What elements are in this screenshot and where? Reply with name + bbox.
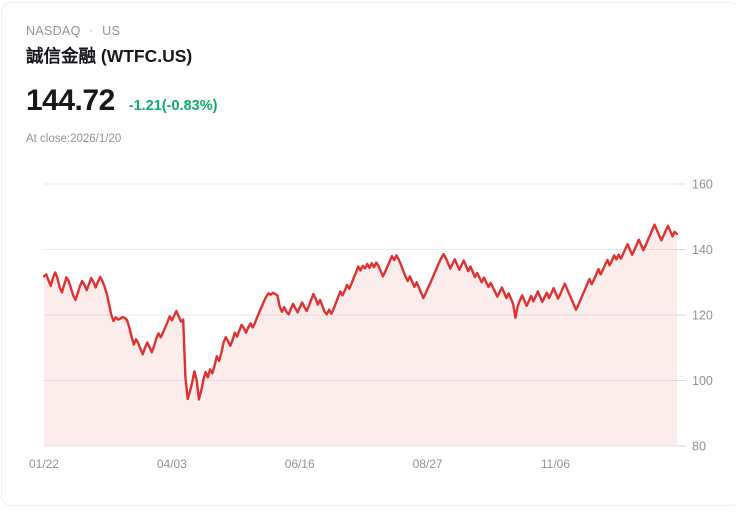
y-axis-tick-label: 80 [692, 440, 706, 454]
price-change: -1.21(-0.83%) [128, 98, 218, 114]
price-area-fill [44, 224, 677, 446]
page-title: 誠信金融 (WTFC.US) [26, 46, 193, 66]
y-axis-tick-label: 120 [692, 309, 713, 323]
last-price: 144.72 [26, 84, 115, 117]
separator-dot: · [89, 25, 94, 37]
market-status-note: At close:2026/1/20 [26, 133, 122, 145]
price-chart-svg[interactable]: 160 140 120 100 80 01/22 04/03 06/16 08/27 11/06 [2, 163, 736, 483]
region-label: US [102, 24, 121, 38]
exchange-name: NASDAQ [26, 24, 81, 38]
x-axis-tick-label: 06/16 [285, 457, 315, 471]
y-axis-tick-label: 160 [692, 178, 713, 192]
x-axis-tick-label: 08/27 [413, 457, 443, 471]
chart-gridlines [44, 183, 677, 447]
price-chart[interactable]: 160 140 120 100 80 01/22 04/03 06/16 08/27 11/06 [2, 163, 736, 483]
exchange-region-row: NASDAQ · US [26, 23, 666, 39]
x-axis-tick-label: 01/22 [29, 457, 59, 471]
chart-y-axis: 160 140 120 100 80 [677, 178, 713, 454]
x-axis-tick-label: 11/06 [541, 457, 570, 471]
price-line [42, 223, 679, 401]
x-axis-tick-label: 04/03 [157, 457, 187, 471]
y-axis-tick-label: 100 [692, 374, 713, 388]
chart-x-axis: 01/22 04/03 06/16 08/27 11/06 [29, 457, 570, 471]
quote-header: NASDAQ · US 誠信金融 (WTFC.US) 144.72 -1.21(… [26, 23, 666, 146]
price-row: 144.72 -1.21(-0.83%) [26, 85, 666, 117]
y-axis-tick-label: 140 [692, 243, 713, 257]
